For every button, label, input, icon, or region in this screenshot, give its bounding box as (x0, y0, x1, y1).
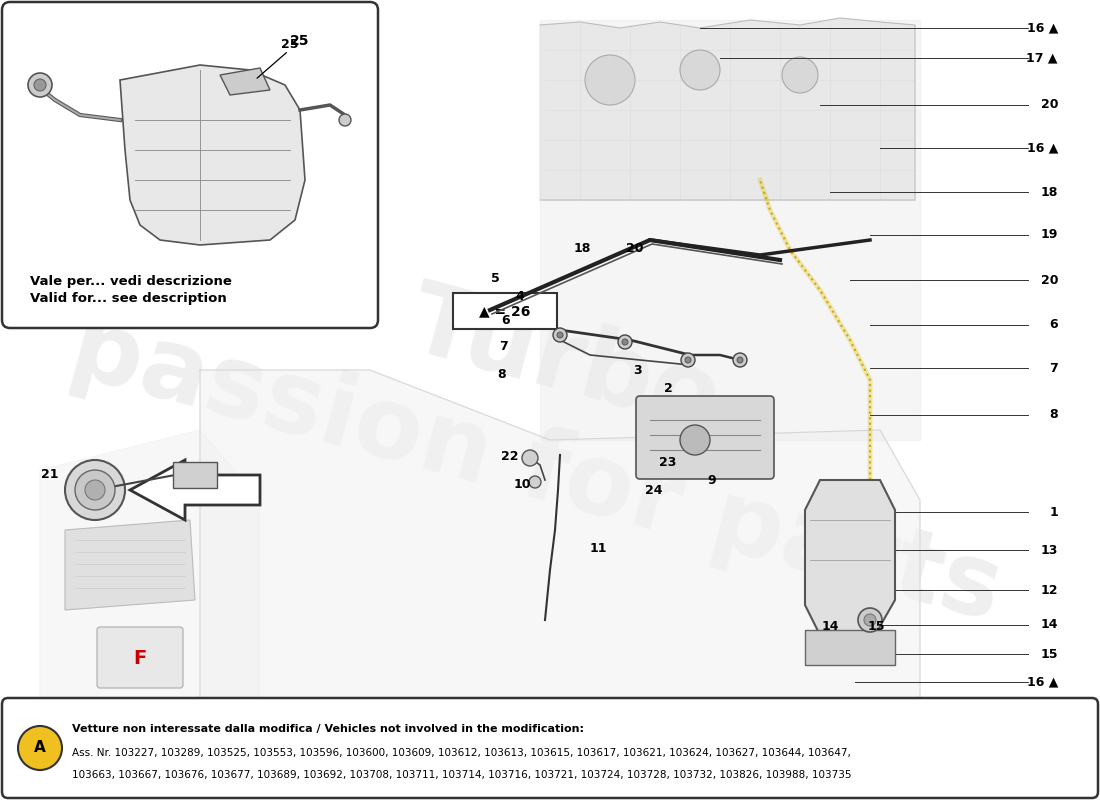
Text: 1: 1 (1049, 506, 1058, 518)
Text: 6: 6 (1049, 318, 1058, 331)
Text: 8: 8 (497, 367, 506, 381)
Polygon shape (120, 65, 305, 245)
Text: Vale per... vedi descrizione: Vale per... vedi descrizione (30, 275, 232, 288)
Circle shape (681, 353, 695, 367)
Text: 7: 7 (1049, 362, 1058, 374)
Text: ▲ = 26: ▲ = 26 (480, 304, 530, 318)
Circle shape (18, 726, 62, 770)
Text: 19: 19 (1041, 229, 1058, 242)
Polygon shape (200, 370, 920, 760)
Text: 18: 18 (1041, 186, 1058, 198)
Circle shape (680, 425, 710, 455)
Circle shape (685, 357, 691, 363)
Text: F: F (133, 649, 146, 667)
Circle shape (28, 73, 52, 97)
Circle shape (618, 335, 632, 349)
Polygon shape (540, 18, 915, 200)
Circle shape (680, 50, 720, 90)
Text: Turbo
passion for parts: Turbo passion for parts (59, 191, 1041, 641)
Text: 7: 7 (499, 339, 508, 353)
Text: 20: 20 (626, 242, 644, 254)
Circle shape (522, 450, 538, 466)
Text: 11: 11 (590, 542, 607, 554)
Text: Valid for... see description: Valid for... see description (30, 292, 227, 305)
FancyBboxPatch shape (2, 698, 1098, 798)
Polygon shape (805, 480, 895, 635)
Circle shape (737, 357, 742, 363)
Polygon shape (40, 430, 260, 760)
Circle shape (34, 79, 46, 91)
Circle shape (553, 328, 566, 342)
Text: 18: 18 (573, 242, 591, 254)
Circle shape (65, 460, 125, 520)
Circle shape (339, 114, 351, 126)
Text: A: A (34, 741, 46, 755)
Text: 25: 25 (282, 38, 299, 51)
Text: 6: 6 (502, 314, 510, 326)
Text: 24: 24 (646, 483, 662, 497)
Circle shape (621, 339, 628, 345)
Circle shape (585, 55, 635, 105)
Circle shape (864, 614, 876, 626)
Text: 13: 13 (1041, 543, 1058, 557)
Text: 20: 20 (1041, 98, 1058, 111)
Text: 15: 15 (1041, 647, 1058, 661)
Text: 16 ▲: 16 ▲ (1026, 142, 1058, 154)
Text: 2: 2 (663, 382, 672, 394)
FancyBboxPatch shape (173, 462, 217, 488)
Text: 9: 9 (707, 474, 716, 486)
Circle shape (75, 470, 116, 510)
Text: 15: 15 (867, 621, 884, 634)
Text: 21: 21 (42, 469, 58, 482)
Text: 14: 14 (1041, 618, 1058, 631)
Text: 25: 25 (257, 34, 309, 78)
Polygon shape (130, 460, 260, 520)
Circle shape (557, 332, 563, 338)
Text: 3: 3 (634, 363, 642, 377)
Text: 10: 10 (514, 478, 530, 490)
FancyBboxPatch shape (453, 293, 557, 329)
FancyBboxPatch shape (97, 627, 183, 688)
Polygon shape (65, 520, 195, 610)
Circle shape (858, 608, 882, 632)
Text: 16 ▲: 16 ▲ (1026, 22, 1058, 34)
Text: 5: 5 (491, 271, 499, 285)
Text: 22: 22 (502, 450, 519, 462)
FancyBboxPatch shape (636, 396, 774, 479)
Text: 16 ▲: 16 ▲ (1026, 675, 1058, 689)
Polygon shape (220, 68, 270, 95)
Text: 8: 8 (1049, 409, 1058, 422)
Text: 4: 4 (516, 290, 525, 302)
Circle shape (529, 476, 541, 488)
Circle shape (85, 480, 104, 500)
Polygon shape (805, 630, 895, 665)
FancyBboxPatch shape (2, 2, 378, 328)
Text: 12: 12 (1041, 583, 1058, 597)
Text: 103663, 103667, 103676, 103677, 103689, 103692, 103708, 103711, 103714, 103716, : 103663, 103667, 103676, 103677, 103689, … (72, 770, 851, 780)
Polygon shape (540, 20, 920, 440)
Text: Ass. Nr. 103227, 103289, 103525, 103553, 103596, 103600, 103609, 103612, 103613,: Ass. Nr. 103227, 103289, 103525, 103553,… (72, 748, 851, 758)
Text: 20: 20 (1041, 274, 1058, 286)
Circle shape (782, 57, 818, 93)
Circle shape (733, 353, 747, 367)
Text: 17 ▲: 17 ▲ (1026, 51, 1058, 65)
Text: 14: 14 (822, 621, 838, 634)
Text: Vetture non interessate dalla modifica / Vehicles not involved in the modificati: Vetture non interessate dalla modifica /… (72, 724, 584, 734)
Text: 23: 23 (659, 455, 676, 469)
